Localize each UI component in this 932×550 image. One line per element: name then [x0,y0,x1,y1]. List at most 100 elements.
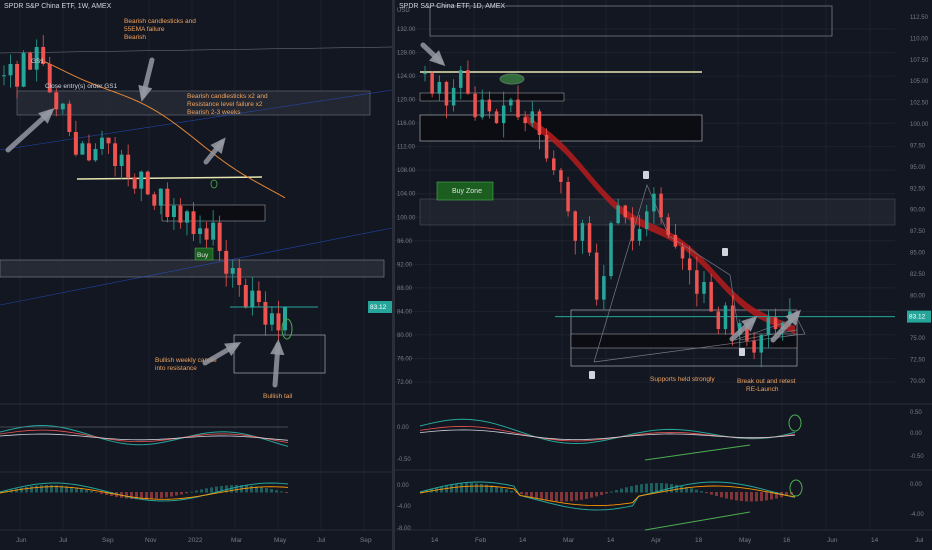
weekly-candle [158,188,163,206]
osc2-bar [720,492,723,498]
weekly-candle [198,228,203,234]
daily-candle [451,87,456,106]
weekly-candle [224,251,229,274]
right-axis-tick: 97.50 [910,143,926,149]
left-osc2-bar [25,486,28,493]
left-osc2-bar [80,488,83,493]
right-axis-tick: 90.00 [910,208,926,214]
left-tail-circle [281,318,293,340]
left-osc2-bar [160,492,163,499]
left-osc2-bar [20,487,23,493]
left-arrow-2-head [38,107,55,124]
daily-candle [444,81,449,106]
left-osc2-bar [55,485,58,493]
left-x-tick-label: Jul [317,537,326,544]
daily-candle [773,317,778,330]
daily-candle [544,134,549,159]
daily-candle [745,323,749,341]
left-osc2-bar [90,491,93,493]
buy-zone-button [436,181,494,201]
right-axis-tick: 82.50 [910,272,926,278]
daily-candle [623,205,628,218]
osc2-bar [605,492,608,494]
left-x-tick-label: Jul [59,537,68,544]
daily-chart-svg[interactable]: 132.00 128.00 124.00 120.00 116.00 112.00 108.… [395,0,932,550]
y-tick-label: 72.00 [397,380,413,386]
y-tick-label: 128.00 [397,51,416,57]
pane-divider[interactable] [392,0,395,550]
y-tick-label: 88.00 [397,286,413,292]
daily-candle [466,70,470,94]
osc2-line-a [419,481,796,511]
osc2-bar [645,483,648,493]
weekly-candle [41,47,46,64]
left-zone-band [0,259,385,278]
daily-candle [587,223,592,253]
left-osc2-bar [150,492,153,500]
osc2-right-tick: -4.00 [910,512,924,518]
daily-candle [666,217,670,235]
daily-candle [602,276,606,300]
daily-candle [766,317,771,335]
right-axis-tick: 87.50 [910,229,926,235]
left-osc2-bar [110,492,113,497]
left-x-tick-label: Nov [145,537,157,544]
osc2-tick: -4.00 [397,504,411,510]
osc1-divergence [644,444,751,461]
osc2-bar [690,488,693,493]
weekly-candle [80,143,85,155]
left-osc2-bar [250,485,253,493]
y-tick-label: 96.00 [397,239,413,245]
left-osc2-bar [170,492,173,497]
daily-candle [509,99,513,106]
weekly-chart-pane[interactable]: 83.12 Buy Bearish candlesticks and 55EMA fa… [0,0,392,550]
left-annotation-bearish-1: Bearish candlesticks and [124,18,196,25]
weekly-chart-title: SPDR S&P China ETF, 1W, AMEX [4,3,112,10]
osc1-line-c [419,429,796,441]
weekly-candle [126,154,131,178]
osc2-bar [740,492,743,502]
daily-chart-pane[interactable]: 132.00 128.00 124.00 120.00 116.00 112.00 108.… [395,0,932,550]
weekly-candle [132,177,137,189]
weekly-candle [250,290,255,308]
daily-candle [702,281,706,294]
weekly-candle [60,103,65,110]
daily-candle [752,340,756,353]
weekly-candle [73,132,78,155]
y-tick-label: 92.00 [397,262,413,268]
weekly-candle [28,52,33,70]
buy-zone-band [419,198,896,226]
daily-candle [716,311,721,330]
resistance-box [419,114,703,142]
daily-candle [437,81,442,94]
osc2-bar [760,492,763,501]
left-osc2-bar [175,492,178,496]
osc2-bar [635,485,638,493]
osc2-bar [755,492,758,502]
osc2-bar [490,485,493,493]
osc1-line-b [419,425,796,442]
weekly-candle [21,52,26,87]
daily-candle [673,234,678,247]
daily-candle [573,211,577,241]
left-osc2-bar [50,485,53,493]
right-axis-tick: 107.50 [910,58,929,64]
left-annotation-bearish-1: Bearish [124,34,146,41]
daily-candle [652,193,656,212]
daily-candle [695,270,699,294]
weekly-candle [139,171,144,189]
daily-candle [594,252,599,300]
daily-candle [523,117,527,124]
osc2-bar [495,486,498,493]
left-arrow-3-head [210,137,226,154]
daily-candle [730,305,735,335]
left-osc2-bar [215,486,218,493]
osc2-bar [615,490,618,493]
y-tick-label: 132.00 [397,27,416,33]
osc2-bar [715,492,718,497]
buy-zone-label: Buy Zone [452,188,482,195]
osc2-bar [595,492,598,497]
x-tick-label: Apr [651,537,662,544]
left-price-badge-text: 83.12 [370,304,387,311]
